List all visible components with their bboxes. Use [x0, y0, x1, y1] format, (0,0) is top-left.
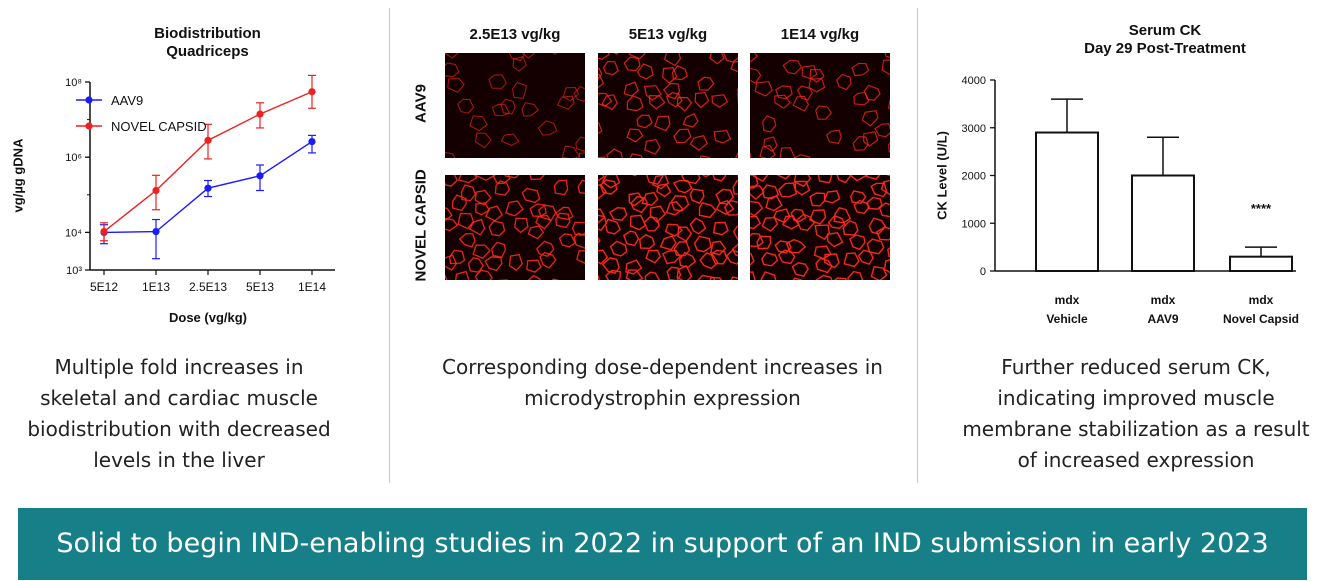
- data-point: [308, 88, 316, 96]
- banner-text: Solid to begin IND-enabling studies in 2…: [56, 528, 1269, 559]
- y-tick-label: 10⁸: [65, 77, 82, 89]
- banner: Solid to begin IND-enabling studies in 2…: [18, 508, 1307, 580]
- grid-col-label-2: 5E13 vg/kg: [628, 26, 708, 43]
- biodistribution-ylabel: vg/µg gDNA: [10, 138, 26, 213]
- cell-network: [445, 53, 585, 158]
- x-tick-label: 1E14: [298, 280, 326, 294]
- data-point: [152, 228, 160, 236]
- legend-marker: [85, 122, 93, 130]
- x-tick-label: mdx: [1249, 293, 1274, 307]
- serum-ck-chart-title: Serum CK Day 29 Post-Treatment: [1084, 22, 1246, 57]
- y-tick-label: 4000: [962, 75, 986, 87]
- data-point: [256, 172, 264, 180]
- x-tick-label: 5E13: [246, 280, 274, 294]
- grid-row-label-aav9: AAV9: [412, 84, 430, 123]
- data-point: [100, 228, 108, 236]
- legend-label: NOVEL CAPSID: [111, 119, 207, 134]
- legend-label: AAV9: [111, 93, 143, 108]
- serum-ck-ylabel: CK Level (U/L): [934, 131, 950, 220]
- biodistribution-xlabel: Dose (vg/kg): [168, 310, 247, 325]
- data-point: [152, 186, 160, 195]
- x-tick-label: Vehicle: [1046, 312, 1088, 326]
- x-tick-label: Novel Capsid: [1223, 312, 1299, 326]
- data-point: [308, 137, 316, 146]
- cell-network: [598, 175, 738, 280]
- x-tick-label: AAV9: [1147, 312, 1178, 326]
- grid-row-label-novel-capsid: NOVEL CAPSID: [412, 169, 430, 282]
- microscopy-novel-1e14: [750, 175, 890, 280]
- bar: [1035, 131, 1099, 272]
- microscopy-novel-5e13: [598, 175, 738, 280]
- caption-left: Multiple fold increases in skeletal and …: [27, 355, 331, 472]
- data-point: [204, 184, 212, 192]
- divider-left: [389, 8, 390, 483]
- bar: [1131, 174, 1195, 272]
- cell-network: [750, 175, 890, 280]
- microscopy-novel-2.5e13: [445, 175, 585, 280]
- microscopy-aav9-5e13: [598, 53, 738, 158]
- grid-col-label-3: 1E14 vg/kg: [780, 26, 860, 43]
- cell-network: [445, 175, 585, 280]
- y-tick-label: 1000: [962, 218, 986, 230]
- y-tick-label: 2000: [962, 171, 986, 183]
- caption-right: Further reduced serum CK, indicating imp…: [962, 355, 1310, 472]
- data-point: [256, 110, 264, 118]
- x-tick-label: 1E13: [142, 280, 170, 294]
- significance-annotation: ****: [1251, 201, 1272, 216]
- serum-ck-chart: 0 1000 2000 3000 4000 mdx Vehicle mdx AAV9 mdx Nov…: [962, 75, 1300, 326]
- caption-middle: Corresponding dose-dependent increases i…: [442, 355, 883, 410]
- y-tick-label: 3000: [962, 123, 986, 135]
- y-tick-label: 10⁶: [65, 152, 82, 164]
- x-tick-label: mdx: [1151, 293, 1176, 307]
- y-tick-label: 0: [980, 266, 986, 278]
- cell-network: [598, 53, 738, 158]
- x-tick-label: mdx: [1055, 293, 1080, 307]
- data-point: [204, 136, 212, 144]
- microscopy-aav9-1e14: [750, 53, 890, 158]
- divider-right: [917, 8, 918, 483]
- biodistribution-chart: 10³ 10⁴ 10⁶ 10⁸ 5E12 1E13 2.5E13 5E13 1E14 AAV9 NO…: [65, 74, 335, 294]
- y-tick-label: 10³: [66, 265, 82, 277]
- bar: [1229, 255, 1293, 272]
- cell-network: [750, 53, 890, 158]
- x-tick-label: 5E12: [90, 280, 118, 294]
- biodistribution-chart-title: Biodistribution Quadriceps: [154, 25, 261, 60]
- microscopy-aav9-2.5e13: [445, 53, 585, 158]
- x-tick-label: 2.5E13: [189, 280, 227, 294]
- y-tick-label: 10⁴: [65, 227, 82, 239]
- grid-col-label-1: 2.5E13 vg/kg: [469, 26, 561, 43]
- legend-marker: [85, 96, 93, 104]
